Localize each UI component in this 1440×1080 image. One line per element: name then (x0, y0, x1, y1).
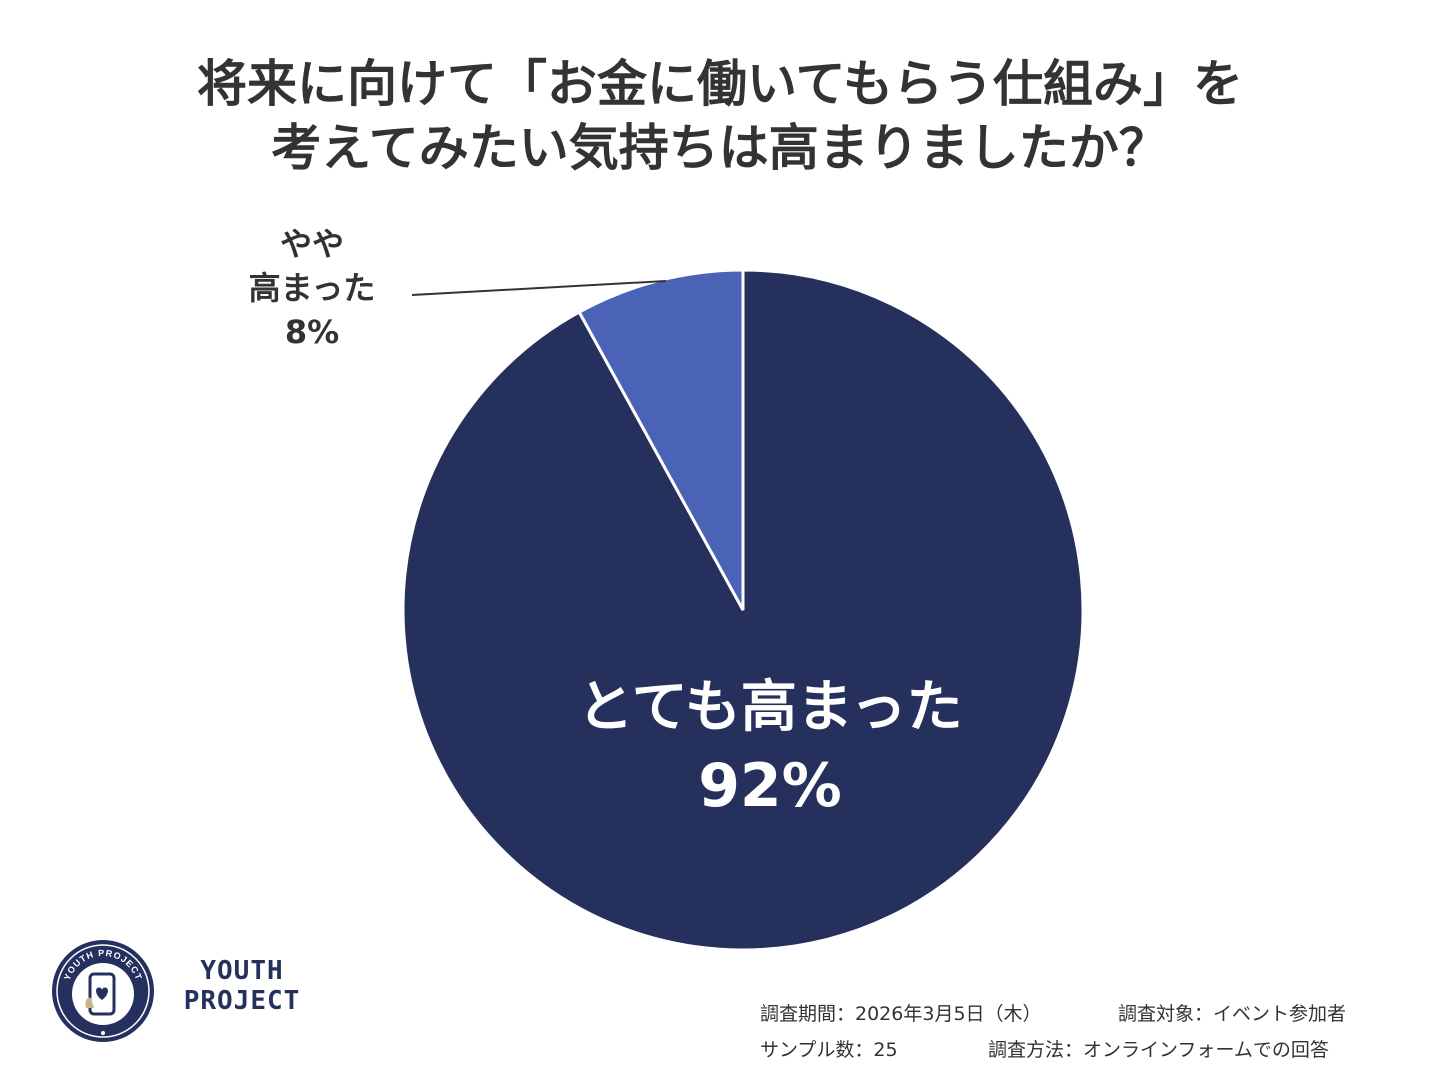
youth-project-logo: YOUTH PROJECT (52, 940, 154, 1042)
small-slice-label-line-1: やや (279, 225, 344, 263)
leader-line (411, 280, 667, 296)
small-slice-label: やや 高まった 8% (222, 222, 402, 354)
large-slice-label-text: とても高まった (577, 675, 963, 740)
survey-footer: 調査期間：2026年3月5日（木） 調査対象：イベント参加者 サンプル数：25 … (760, 996, 1420, 1068)
small-slice-label-line-2: 高まった (248, 269, 376, 307)
title-line-1: 将来に向けて「お金に働いてもらう仕組み」を (197, 55, 1243, 113)
survey-period: 調査期間：2026年3月5日（木） (760, 1003, 1042, 1025)
title-line-2: 考えてみたい気持ちは高まりましたか？ (271, 119, 1169, 177)
brand-line-2: PROJECT (183, 986, 301, 1016)
survey-method: 調査方法：オンラインフォームでの回答 (988, 1039, 1329, 1061)
small-slice-percent: 8% (284, 313, 340, 351)
large-slice-percent: 92% (698, 751, 842, 821)
large-slice-label: とても高まった 92% (520, 670, 1020, 826)
sample-size: サンプル数：25 (760, 1039, 898, 1061)
chart-title: 将来に向けて「お金に働いてもらう仕組み」を 考えてみたい気持ちは高まりましたか？ (0, 52, 1440, 180)
brand-wordmark: YOUTH PROJECT (172, 956, 312, 1016)
brand-line-1: YOUTH (200, 956, 284, 986)
survey-target: 調査対象：イベント参加者 (1118, 1003, 1347, 1025)
